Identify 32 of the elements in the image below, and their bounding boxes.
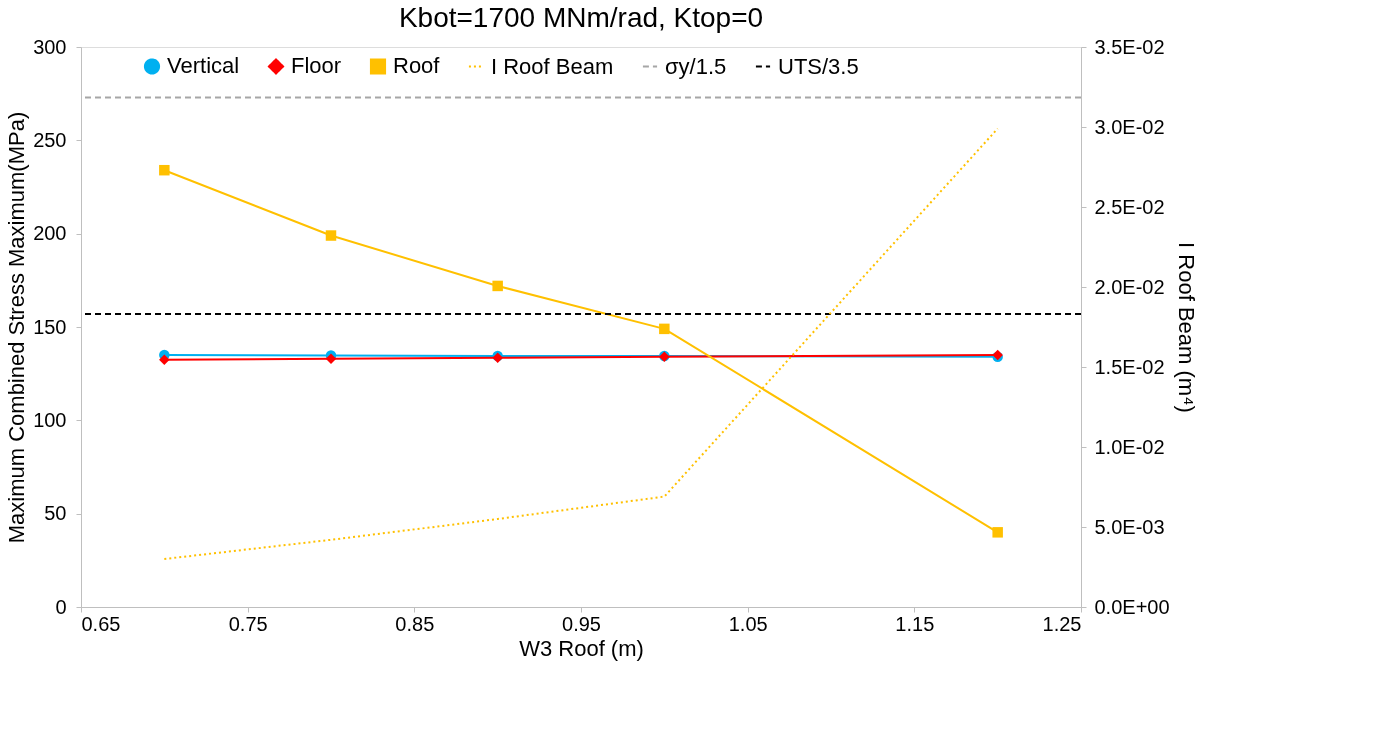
y-tick-label: 150 bbox=[33, 315, 67, 338]
legend-label: Floor bbox=[291, 53, 342, 79]
x-tick-label: 0.65 bbox=[81, 612, 121, 635]
y-tick-label: 300 bbox=[33, 35, 67, 58]
x-tick-label: 1.15 bbox=[895, 612, 935, 635]
x-tick-label: 1.25 bbox=[1042, 612, 1082, 635]
legend-label: I Roof Beam bbox=[491, 53, 614, 79]
y-tick-label: 0 bbox=[55, 595, 67, 618]
y2-tick-label: 2.0E-02 bbox=[1094, 275, 1165, 298]
x-tick-label: 0.95 bbox=[562, 612, 601, 635]
legend-label: Vertical bbox=[167, 53, 240, 79]
x-tick-label: 1.05 bbox=[728, 612, 768, 635]
y2-tick-label: 2.5E-02 bbox=[1094, 195, 1165, 218]
x-tick-label: 0.85 bbox=[395, 612, 435, 635]
y-tick-label: 50 bbox=[44, 502, 67, 525]
legend-label: UTS/3.5 bbox=[778, 53, 859, 79]
y2-axis-title: I Roof Beam (m⁴) bbox=[1173, 242, 1199, 413]
y-tick-label: 250 bbox=[33, 128, 67, 151]
x-tick-label: 0.75 bbox=[228, 612, 268, 635]
y2-tick-label: 1.0E-02 bbox=[1094, 435, 1165, 458]
y-axis-title: Maximum Combined Stress Maximum(MPa) bbox=[4, 111, 30, 544]
y2-tick-label: 0.0E+00 bbox=[1094, 595, 1170, 618]
legend-label: Roof bbox=[393, 53, 441, 79]
chart-title: Kbot=1700 MNm/rad, Ktop=0 bbox=[398, 2, 764, 33]
y-tick-label: 200 bbox=[33, 222, 67, 245]
y2-tick-label: 3.0E-02 bbox=[1094, 115, 1165, 138]
x-axis-title: W3 Roof (m) bbox=[519, 635, 644, 661]
legend-label: σy/1.5 bbox=[665, 53, 727, 79]
y-tick-label: 100 bbox=[33, 408, 67, 431]
y2-tick-label: 1.5E-02 bbox=[1094, 355, 1165, 378]
y2-tick-label: 5.0E-03 bbox=[1094, 515, 1165, 538]
y2-tick-label: 3.5E-02 bbox=[1094, 35, 1165, 58]
